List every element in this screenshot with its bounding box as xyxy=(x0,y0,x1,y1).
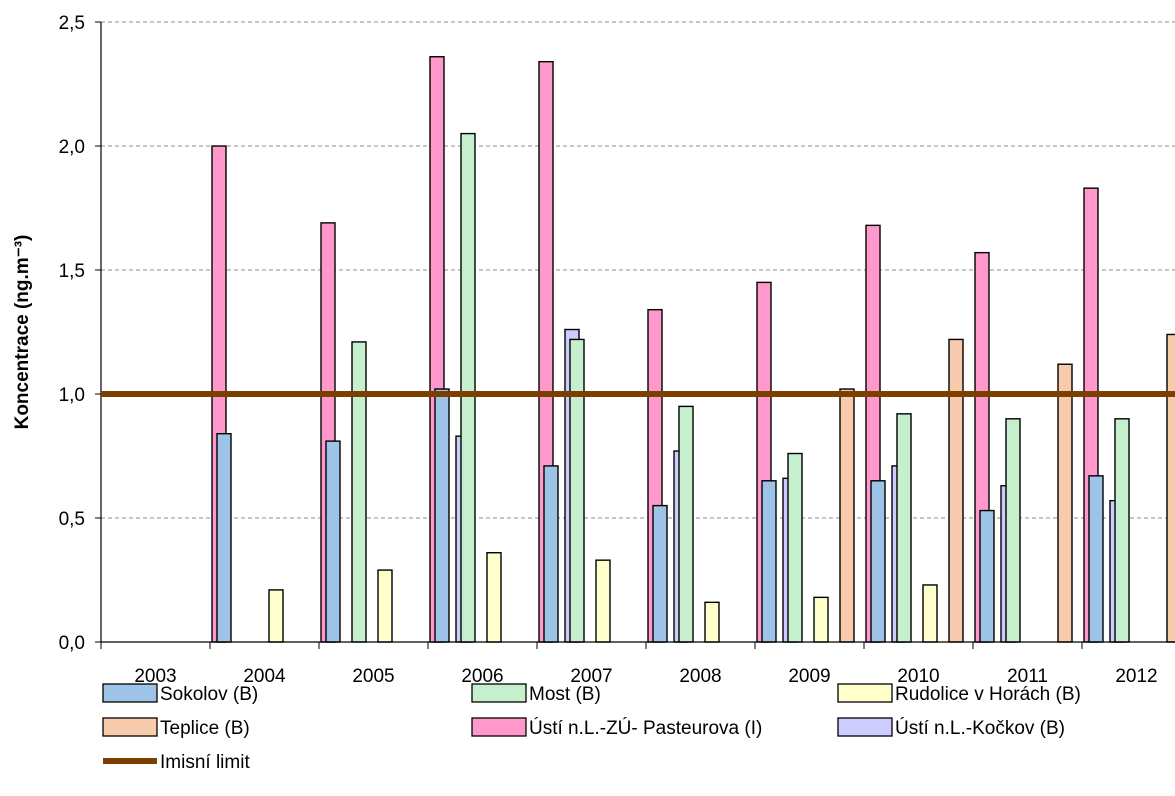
tick-labels: 0,0 0,5 1,0 1,5 2,0 2,5 2003 2004 2005 2006 2007 20… xyxy=(59,13,1158,687)
x-tick-label: 2010 xyxy=(897,666,939,687)
bar xyxy=(979,509,995,643)
bar xyxy=(870,480,886,643)
legend-swatch xyxy=(102,683,158,703)
bar xyxy=(678,405,694,643)
legend-swatch xyxy=(471,683,527,703)
y-tick-label: 2,0 xyxy=(59,137,85,158)
bar xyxy=(813,596,829,643)
bar xyxy=(377,569,393,643)
y-tick-label: 0,0 xyxy=(59,633,85,654)
bar xyxy=(761,480,777,643)
bar xyxy=(569,338,585,643)
legend-swatch xyxy=(471,717,527,737)
bar xyxy=(896,413,912,643)
bar xyxy=(460,132,476,643)
legend-swatch xyxy=(102,717,158,737)
y-tick-label: 1,5 xyxy=(59,261,85,282)
bar xyxy=(839,388,855,643)
bar xyxy=(434,388,450,643)
y-axis-title: Koncentrace (ng.m⁻³) xyxy=(12,235,33,430)
bar xyxy=(543,465,559,643)
bar xyxy=(351,341,367,643)
x-tick-label: 2009 xyxy=(788,666,830,687)
bar xyxy=(1057,363,1073,643)
legend-swatch xyxy=(837,683,893,703)
x-tick-label: 2005 xyxy=(352,666,394,687)
legend-swatch xyxy=(837,717,893,737)
x-tick-label: 2003 xyxy=(134,666,176,687)
legend-label: Ústí n.L.-ZÚ- Pasteurova (I) xyxy=(529,717,762,739)
bar xyxy=(595,559,611,643)
bars xyxy=(211,56,1175,643)
y-tick-label: 0,5 xyxy=(59,509,85,530)
bar xyxy=(652,504,668,643)
axes xyxy=(100,22,1175,643)
y-tick-label: 2,5 xyxy=(59,13,85,34)
y-tick-label: 1,0 xyxy=(59,385,85,406)
x-tick-label: 2012 xyxy=(1115,666,1157,687)
legend: Sokolov (B) Most (B) Rudolice v Horách (B)… xyxy=(102,683,1081,773)
legend-label: Teplice (B) xyxy=(160,718,250,739)
bar xyxy=(1166,333,1175,643)
bar xyxy=(948,338,964,643)
x-tick-label: 2006 xyxy=(461,666,503,687)
bar xyxy=(1005,418,1021,643)
legend-label: Most (B) xyxy=(529,684,601,705)
legend-label: Ústí n.L.-Kočkov (B) xyxy=(895,717,1065,739)
bar xyxy=(325,440,341,643)
legend-label: Sokolov (B) xyxy=(160,684,258,705)
x-tick-label: 2008 xyxy=(679,666,721,687)
bar xyxy=(1114,418,1130,643)
bar xyxy=(704,601,720,643)
bar xyxy=(787,452,803,643)
bar xyxy=(268,589,284,643)
bar xyxy=(922,584,938,643)
bar xyxy=(1088,475,1104,643)
legend-label: Imisní limit xyxy=(160,752,250,773)
x-tick-label: 2011 xyxy=(1007,666,1048,687)
x-tick-label: 2007 xyxy=(570,666,612,687)
legend-label: Rudolice v Horách (B) xyxy=(895,684,1081,705)
x-tick-label: 2004 xyxy=(243,666,286,687)
bar xyxy=(486,552,502,643)
bar xyxy=(216,432,232,643)
